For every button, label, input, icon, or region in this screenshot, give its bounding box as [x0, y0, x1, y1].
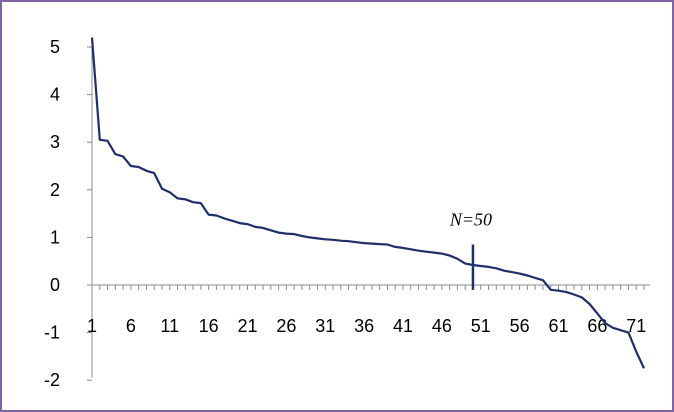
x-tick-label: 21: [237, 316, 257, 336]
x-tick-label: 46: [432, 316, 452, 336]
series-line: [90, 37, 645, 369]
x-tick-label: 56: [510, 316, 530, 336]
x-tick-label: 41: [393, 316, 413, 336]
y-tick-label: 2: [50, 180, 60, 200]
y-tick-label: -2: [44, 370, 60, 390]
x-tick-label: 6: [126, 316, 136, 336]
x-tick-label: 26: [276, 316, 296, 336]
x-tick-label: 16: [199, 316, 219, 336]
x-tick-label: 11: [160, 316, 179, 336]
y-tick-label: 3: [50, 132, 60, 152]
y-tick-label: -1: [44, 323, 60, 343]
x-tick-label: 36: [354, 316, 374, 336]
y-tick-label: 0: [50, 275, 60, 295]
x-tick-label: 31: [315, 316, 335, 336]
y-tick-label: 1: [50, 227, 60, 247]
x-tick-label: 71: [626, 316, 646, 336]
y-tick-label: 5: [50, 37, 60, 57]
x-tick-label: 1: [87, 316, 97, 336]
x-tick-label: 66: [587, 316, 607, 336]
y-tick-label: 4: [50, 85, 60, 105]
x-tick-label: 51: [471, 316, 491, 336]
annotation-label: N=50: [449, 210, 492, 230]
x-tick-label: 61: [548, 316, 568, 336]
